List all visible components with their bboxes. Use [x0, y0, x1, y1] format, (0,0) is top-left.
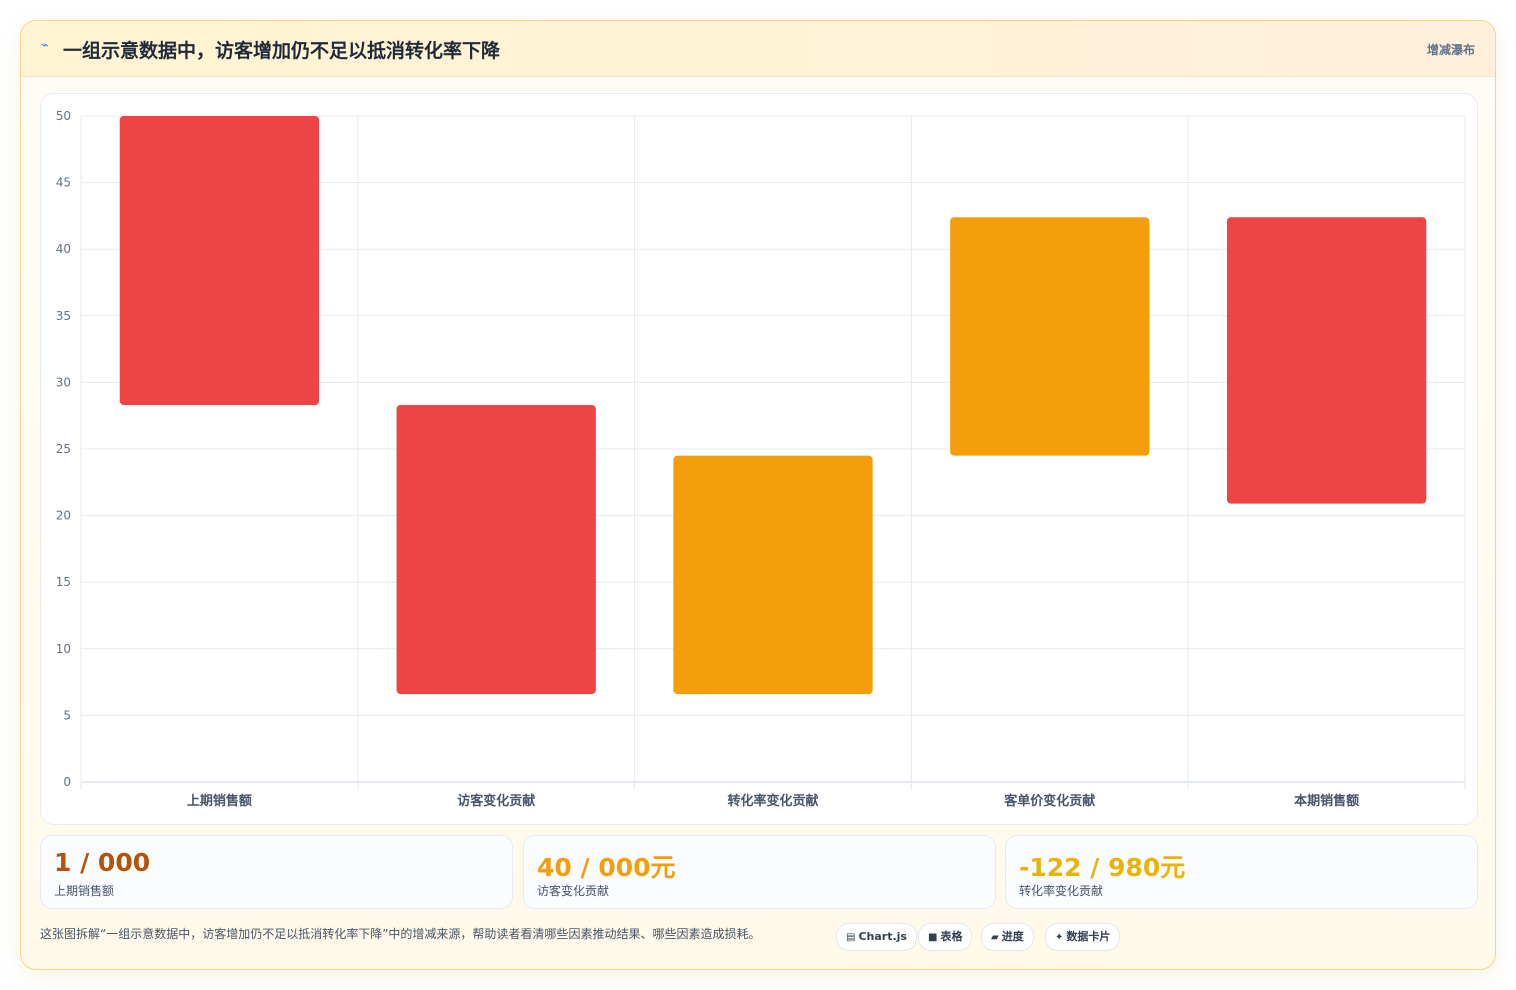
pill-progress[interactable]: ▰ 进度 — [981, 923, 1034, 951]
chart-bolt-icon: ⌁ — [41, 38, 49, 53]
x-tick-label: 访客变化贡献 — [457, 793, 535, 809]
waterfall-bar[interactable] — [396, 405, 596, 695]
chart-panel: 0 5 10 15 20 25 30 35 40 45 50 上期销售额 访客变化贡献 转化率变化贡献 客单… — [40, 93, 1478, 825]
waterfall-bar[interactable] — [119, 116, 320, 406]
chart-icon: ▤ — [846, 932, 856, 943]
pill-table[interactable]: ■ 表格 — [918, 923, 973, 951]
chart-card: ⌁ 一组示意数据中，访客增加仍不足以抵消转化率下降 增减瀑布 0 5 10 15 20 2… — [20, 20, 1496, 970]
pill-label: 表格 — [940, 930, 963, 943]
y-tick-label: 35 — [56, 309, 71, 323]
y-tick-label: 0 — [63, 775, 71, 789]
pill-label: Chart.js — [858, 930, 907, 943]
kpi-value: -122 / 980元 — [1019, 853, 1186, 882]
waterfall-bar[interactable] — [673, 455, 873, 695]
y-tick-label: 50 — [56, 109, 71, 123]
kpi-label: 转化率变化贡献 — [1019, 884, 1104, 898]
waterfall-bar[interactable] — [1226, 217, 1427, 504]
sparkle-icon: ✦ — [1055, 932, 1064, 943]
chart-description: 这张图拆解“一组示意数据中，访客增加仍不足以抵消转化率下降”中的增减来源，帮助读… — [40, 927, 761, 941]
y-tick-label: 45 — [56, 176, 71, 190]
y-tick-label: 15 — [56, 575, 71, 589]
chart-type-tag: 增减瀑布 — [1426, 43, 1475, 57]
kpi-card-visitor-contribution: 40 / 000元 访客变化贡献 — [523, 835, 996, 909]
y-tick-label: 20 — [56, 509, 71, 523]
progress-icon: ▰ — [991, 932, 999, 943]
kpi-label: 访客变化贡献 — [537, 884, 610, 898]
pill-label: 进度 — [1001, 930, 1024, 943]
pill-label: 数据卡片 — [1066, 930, 1111, 943]
waterfall-chart: 0 5 10 15 20 25 30 35 40 45 50 上期销售额 访客变化贡献 转化率变化贡献 客单… — [56, 109, 1466, 809]
x-tick-label: 本期销售额 — [1294, 793, 1359, 809]
kpi-value: 40 / 000元 — [537, 853, 676, 882]
kpi-label: 上期销售额 — [54, 884, 115, 898]
page-title: 一组示意数据中，访客增加仍不足以抵消转化率下降 — [63, 40, 501, 62]
x-tick-label: 上期销售额 — [187, 793, 252, 809]
kpi-value: 1 / 000 — [54, 848, 151, 877]
card-header: ⌁ 一组示意数据中，访客增加仍不足以抵消转化率下降 增减瀑布 — [21, 21, 1495, 77]
y-tick-label: 40 — [56, 242, 71, 256]
kpi-card-previous-sales: 1 / 000 上期销售额 — [40, 835, 513, 909]
x-tick-label: 转化率变化贡献 — [727, 793, 818, 809]
y-tick-label: 10 — [56, 642, 71, 656]
y-tick-label: 25 — [56, 442, 71, 456]
y-tick-label: 5 — [63, 708, 71, 722]
table-icon: ■ — [928, 932, 938, 943]
x-tick-label: 客单价变化贡献 — [1004, 793, 1095, 809]
pill-data-cards[interactable]: ✦ 数据卡片 — [1045, 923, 1121, 951]
kpi-card-conversion-contribution: -122 / 980元 转化率变化贡献 — [1005, 835, 1478, 909]
waterfall-bar[interactable] — [950, 217, 1150, 456]
y-tick-label: 30 — [56, 375, 71, 389]
pill-chartjs[interactable]: ▤ Chart.js — [836, 923, 917, 951]
